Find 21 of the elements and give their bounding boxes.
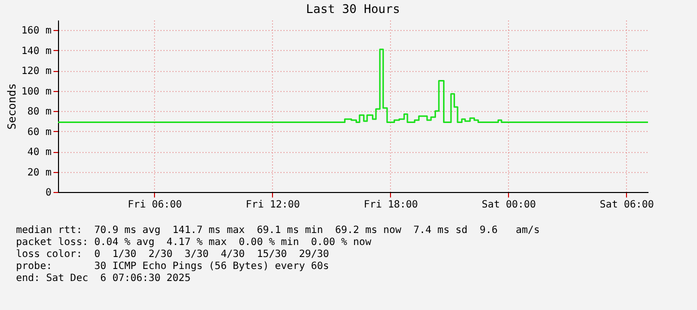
text: end: Sat Dec 6 07:06:30 2025 — [16, 273, 192, 285]
y-tick-label: 0 — [45, 188, 52, 198]
x-tick-label: Sat 00:00 — [482, 200, 536, 210]
text: probe: 30 ICMP Echo Pings (56 Bytes) every 60s — [16, 261, 330, 273]
text: median rtt: 70.9 ms avg 141.7 ms max 69.1 ms min 69.2 ms now 7.4 ms sd 9.6 am/s — [16, 225, 541, 237]
y-axis-title: Seconds — [5, 83, 18, 130]
x-tick-label: Fri 18:00 — [364, 200, 418, 210]
y-tick-label: 100 m — [21, 86, 52, 98]
x-tick-label: Fri 06:00 — [128, 200, 182, 210]
text: loss color: 0 1/30 2/30 3/30 4/30 15/30 29/30 — [16, 249, 330, 261]
y-tick-label: 40 m — [27, 147, 52, 158]
y-tick-label: 160 m — [21, 26, 52, 37]
chart-title: Last 30 Hours — [306, 2, 400, 16]
y-tick-label: 140 m — [21, 46, 52, 57]
y-tick-label: 60 m — [27, 126, 52, 138]
x-tick-label: Sat 06:00 — [600, 200, 654, 210]
x-tick-label: Fri 12:00 — [246, 200, 300, 210]
y-tick-label: 120 m — [21, 66, 52, 78]
text: packet loss: 0.04 % avg 4.17 % max 0.00 % min 0.00 % now — [16, 237, 372, 249]
y-tick-label: 80 m — [27, 106, 52, 118]
y-tick-label: 20 m — [27, 167, 52, 178]
